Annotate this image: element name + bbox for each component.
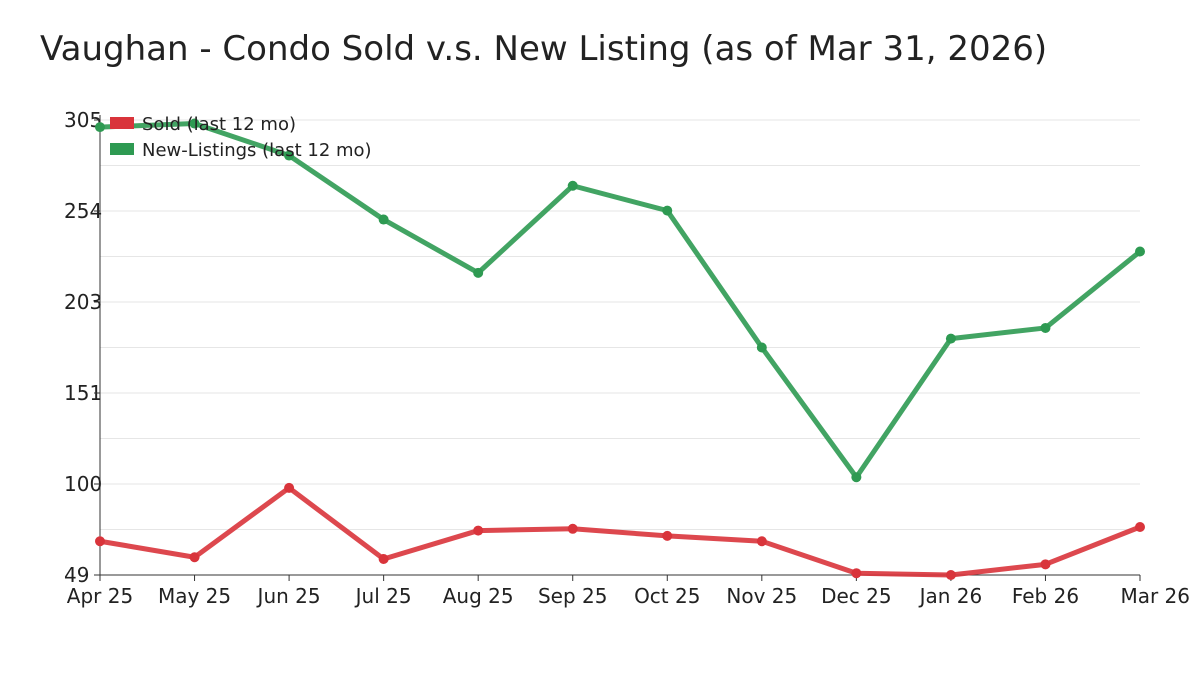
data-point[interactable] (756, 536, 767, 547)
series-layer (95, 118, 1145, 580)
data-point[interactable] (851, 472, 862, 483)
data-point[interactable] (378, 554, 389, 565)
data-point[interactable] (945, 570, 956, 580)
data-point[interactable] (284, 150, 295, 161)
data-point[interactable] (95, 122, 105, 133)
x-tick-label: May 25 (158, 584, 231, 608)
data-point[interactable] (1135, 246, 1145, 257)
axes (99, 115, 1140, 576)
series-1 (95, 118, 1145, 483)
x-tick-label: Aug 25 (443, 584, 514, 608)
series-0 (95, 482, 1145, 580)
series-line (97, 121, 1143, 480)
x-tick-label: Dec 25 (821, 584, 892, 608)
data-point[interactable] (567, 523, 578, 534)
data-point[interactable] (1040, 559, 1051, 570)
legend: Sold (last 12 mo) New-Listings (last 12 m… (110, 114, 372, 161)
x-tick-label: Sep 25 (538, 584, 608, 608)
x-tick-label: Nov 25 (726, 584, 797, 608)
data-point[interactable] (1135, 522, 1145, 533)
data-point[interactable] (756, 342, 767, 353)
gridlines (100, 119, 1140, 530)
x-tick-label: Oct 25 (634, 584, 700, 608)
x-tick-label: Jul 25 (354, 584, 412, 608)
x-tick-label: Feb 26 (1012, 584, 1079, 608)
data-point[interactable] (378, 214, 389, 225)
data-point[interactable] (945, 333, 956, 344)
x-tick-label: Mar 26 (1120, 584, 1190, 608)
data-point[interactable] (284, 482, 295, 493)
x-tick-label: Jan 26 (918, 584, 983, 608)
data-point[interactable] (189, 118, 200, 129)
data-point[interactable] (1040, 322, 1051, 333)
data-point[interactable] (95, 536, 105, 547)
data-point[interactable] (851, 568, 862, 579)
data-point[interactable] (662, 205, 673, 216)
data-point[interactable] (189, 552, 200, 563)
legend-swatch (110, 143, 134, 155)
x-axis-tick-labels: Apr 25 May 25 Jun 25 Jul 25 Aug 25 Sep 25 Oct … (67, 575, 1190, 608)
legend-item[interactable]: New-Listings (last 12 mo) (110, 140, 372, 161)
legend-item[interactable]: Sold (last 12 mo) (110, 114, 296, 135)
y-tick-label: 49 (64, 563, 89, 587)
data-point[interactable] (567, 180, 578, 191)
legend-label: Sold (last 12 mo) (142, 114, 296, 135)
series-line (97, 485, 1143, 578)
x-tick-label: Apr 25 (67, 584, 133, 608)
legend-swatch (110, 117, 134, 129)
data-point[interactable] (662, 530, 673, 541)
x-tick-label: Jun 25 (256, 584, 321, 608)
data-point[interactable] (473, 267, 484, 278)
chart-title: Vaughan - Condo Sold v.s. New Listing (a… (40, 29, 1047, 69)
legend-label: New-Listings (last 12 mo) (142, 140, 372, 161)
data-point[interactable] (473, 525, 484, 536)
